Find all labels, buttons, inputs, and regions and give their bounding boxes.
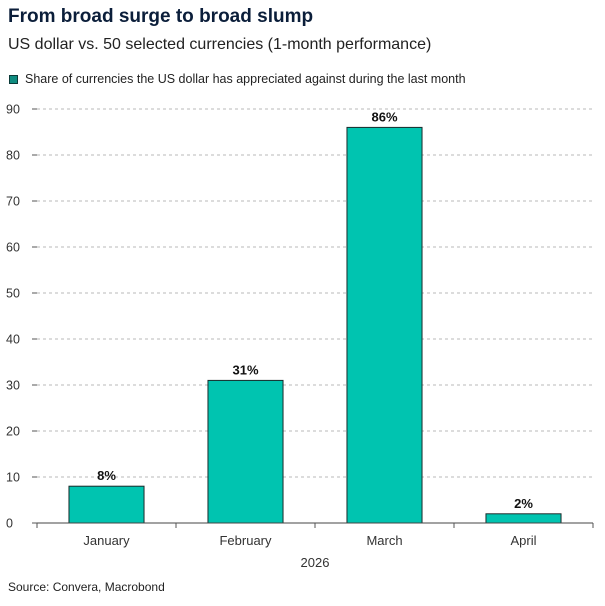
x-tick-label: February (219, 533, 272, 548)
data-label: 31% (232, 362, 258, 377)
y-tick-label: 80 (6, 149, 20, 163)
bar (485, 513, 562, 524)
source-note: Source: Convera, Macrobond (8, 580, 165, 594)
y-tick-label: 30 (6, 379, 20, 393)
x-axis-title: 2026 (301, 555, 330, 570)
y-tick-label: 90 (6, 103, 20, 117)
y-tick-label: 60 (6, 241, 20, 255)
y-tick-label: 20 (6, 425, 20, 439)
chart-title: From broad surge to broad slump (8, 6, 314, 27)
legend-label: Share of currencies the US dollar has ap… (25, 72, 466, 86)
bar (68, 485, 145, 524)
bar (346, 126, 423, 524)
chart-subtitle: US dollar vs. 50 selected currencies (1-… (8, 36, 432, 53)
data-label: 8% (97, 468, 116, 483)
y-tick-label: 70 (6, 195, 20, 209)
legend: Share of currencies the US dollar has ap… (9, 72, 466, 86)
gridlines (37, 108, 593, 478)
y-tick-label: 40 (6, 333, 20, 347)
y-tick-label: 10 (6, 471, 20, 485)
data-label: 86% (371, 109, 397, 124)
x-axis: January February March April (36, 522, 594, 548)
x-tick-label: April (510, 533, 536, 548)
bar (207, 379, 284, 524)
bars: 8% 31% 86% 2% (68, 109, 562, 524)
y-tick-label: 50 (6, 287, 20, 301)
legend-swatch (9, 74, 18, 84)
x-tick-label: January (83, 533, 130, 548)
y-tick-label: 0 (6, 517, 13, 531)
data-label: 2% (514, 496, 533, 511)
y-axis: 0 10 20 30 40 50 60 70 80 90 (6, 103, 37, 531)
x-tick-label: March (366, 533, 402, 548)
